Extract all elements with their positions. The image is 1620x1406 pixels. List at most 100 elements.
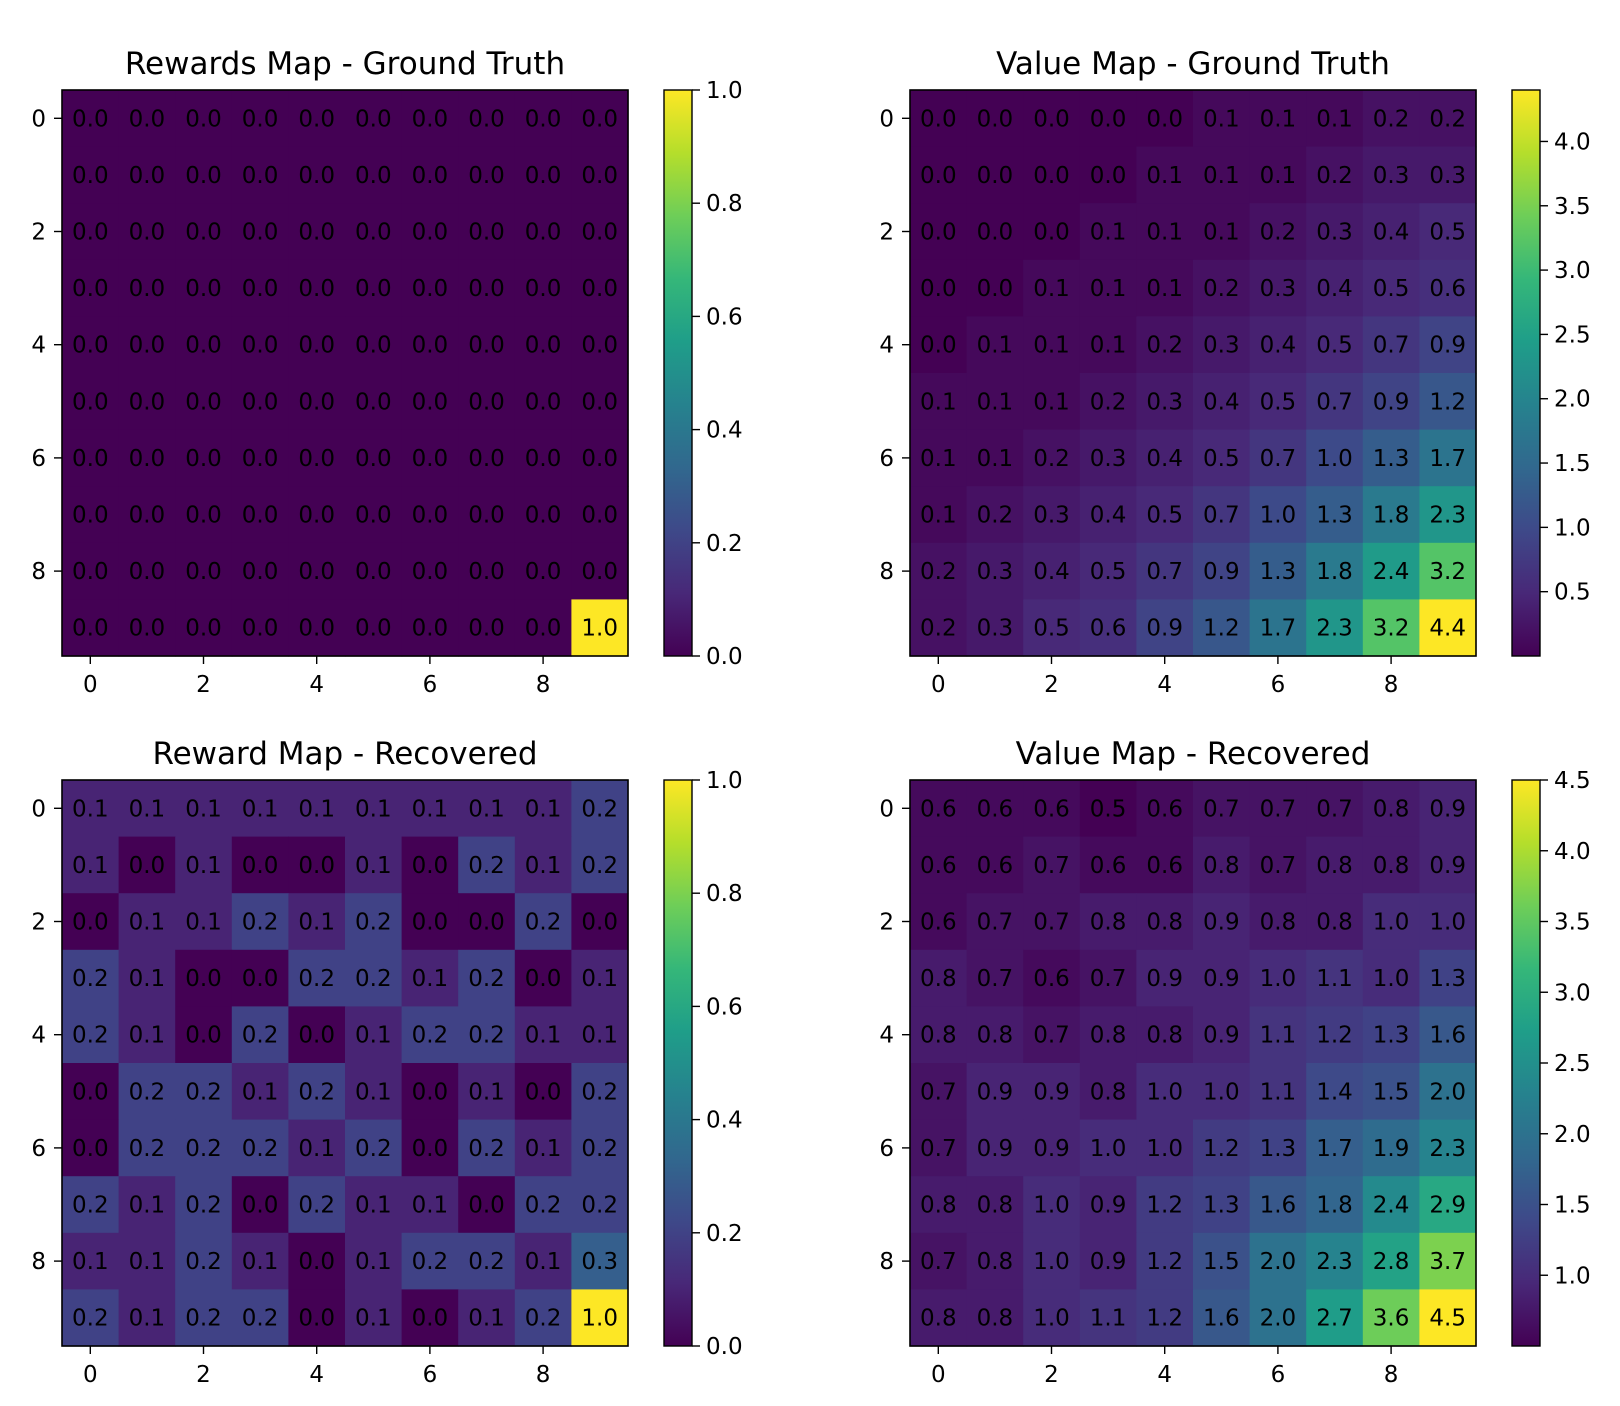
heatmap-cell: [175, 893, 233, 951]
heatmap-cell: [345, 486, 403, 544]
cell-value-label: 0.0: [72, 106, 109, 132]
cell-value-label: 1.0: [581, 1306, 618, 1332]
heatmap-cell: [401, 429, 459, 487]
heatmap-cell: [910, 316, 968, 374]
heatmap-cell: [1193, 259, 1251, 317]
cell-value-label: 0.1: [298, 796, 335, 822]
heatmap-cell: [1362, 1119, 1420, 1177]
chart-title: Value Map - Ground Truth: [996, 46, 1390, 82]
heatmap-cell: [118, 429, 176, 487]
cell-value-label: 0.2: [581, 1079, 618, 1105]
cell-value-label: 0.1: [1316, 106, 1353, 132]
cell-value-label: 0.5: [1373, 276, 1410, 302]
cell-value-label: 0.2: [298, 1079, 335, 1105]
heatmap-cell: [1079, 203, 1137, 261]
heatmap-cell: [1193, 599, 1251, 657]
heatmap-cell: [1249, 1006, 1307, 1064]
heatmap-cell: [62, 780, 120, 838]
cell-value-label: 0.4: [1146, 446, 1183, 472]
heatmap-cell: [514, 1176, 572, 1234]
heatmap-cell: [62, 90, 120, 148]
cell-value-label: 0.0: [242, 966, 279, 992]
heatmap-cell: [175, 373, 233, 431]
heatmap-cell: [345, 90, 403, 148]
cell-value-label: 0.0: [525, 106, 562, 132]
heatmap-cell: [345, 836, 403, 894]
cell-value-label: 0.2: [185, 1249, 222, 1275]
cell-value-label: 0.7: [1373, 333, 1410, 359]
cell-value-label: 0.6: [920, 796, 957, 822]
heatmap-cell: [62, 1176, 120, 1234]
y-tick-label: 4: [31, 333, 46, 359]
heatmap-cell: [910, 542, 968, 600]
cell-value-label: 0.1: [242, 1249, 279, 1275]
heatmap-cell: [458, 373, 516, 431]
cell-value-label: 0.0: [977, 276, 1014, 302]
cell-value-label: 1.2: [1203, 616, 1240, 642]
cell-value-label: 1.0: [1146, 1136, 1183, 1162]
heatmap-cell: [401, 316, 459, 374]
cell-value-label: 0.0: [920, 163, 957, 189]
cell-value-label: 0.6: [920, 853, 957, 879]
heatmap-cell: [345, 949, 403, 1007]
cell-value-label: 0.8: [920, 1023, 957, 1049]
cell-value-label: 0.0: [355, 503, 392, 529]
x-tick-label: 6: [423, 1362, 438, 1388]
colorbar-tick-label: 0.0: [706, 644, 743, 670]
heatmap-cell: [1362, 1063, 1420, 1121]
heatmap-cell: [1419, 259, 1477, 317]
heatmap-cell: [1136, 1289, 1194, 1347]
chart-title: Value Map - Recovered: [1016, 736, 1371, 772]
heatmap-cell: [1136, 373, 1194, 431]
cell-value-label: 3.2: [1373, 616, 1410, 642]
colorbar-tick-label: 2.0: [1554, 1122, 1591, 1148]
heatmap-cell: [910, 373, 968, 431]
cell-value-label: 2.8: [1373, 1249, 1410, 1275]
heatmap-cell: [1079, 836, 1137, 894]
cell-value-label: 0.2: [920, 616, 957, 642]
heatmap-cell: [1193, 893, 1251, 951]
y-tick-label: 8: [31, 559, 46, 585]
y-tick-label: 4: [879, 333, 894, 359]
heatmap-cell: [118, 486, 176, 544]
heatmap-cell: [62, 1232, 120, 1290]
heatmap-cell: [458, 599, 516, 657]
colorbar-tick-label: 1.0: [1554, 1263, 1591, 1289]
heatmap-cell: [458, 780, 516, 838]
heatmap-cell: [910, 90, 968, 148]
cell-value-label: 0.9: [1033, 1136, 1070, 1162]
cell-value-label: 0.0: [72, 910, 109, 936]
heatmap-cell: [288, 1063, 346, 1121]
cell-value-label: 0.9: [1090, 1193, 1127, 1219]
heatmap-cell: [1136, 542, 1194, 600]
cell-value-label: 1.1: [1316, 966, 1353, 992]
cell-value-label: 1.0: [1033, 1306, 1070, 1332]
cell-value-label: 0.0: [412, 106, 449, 132]
heatmap-cell: [1362, 259, 1420, 317]
heatmap-cell: [571, 949, 629, 1007]
heatmap-cell: [175, 1232, 233, 1290]
cell-value-label: 0.0: [72, 163, 109, 189]
heatmap-cell: [910, 1232, 968, 1290]
colorbar-tick-label: 1.0: [1554, 515, 1591, 541]
heatmap-cell: [1306, 486, 1364, 544]
cell-value-label: 1.3: [1203, 1193, 1240, 1219]
heatmap-cell: [231, 1063, 289, 1121]
cell-value-label: 0.0: [468, 163, 505, 189]
heatmap-cell: [175, 949, 233, 1007]
heatmap-cell: [288, 780, 346, 838]
heatmap-cell: [345, 542, 403, 600]
cell-value-label: 0.0: [468, 389, 505, 415]
cell-value-label: 0.1: [1090, 333, 1127, 359]
cell-value-label: 0.0: [185, 163, 222, 189]
heatmap-cell: [966, 836, 1024, 894]
heatmap-cell: [1193, 780, 1251, 838]
cell-value-label: 1.2: [1203, 1136, 1240, 1162]
heatmap-cell: [231, 893, 289, 951]
cell-value-label: 0.2: [525, 1193, 562, 1219]
heatmap-cell: [571, 542, 629, 600]
cell-value-label: 0.2: [1260, 220, 1297, 246]
cell-value-label: 0.1: [185, 910, 222, 936]
heatmap-cell: [1306, 1119, 1364, 1177]
